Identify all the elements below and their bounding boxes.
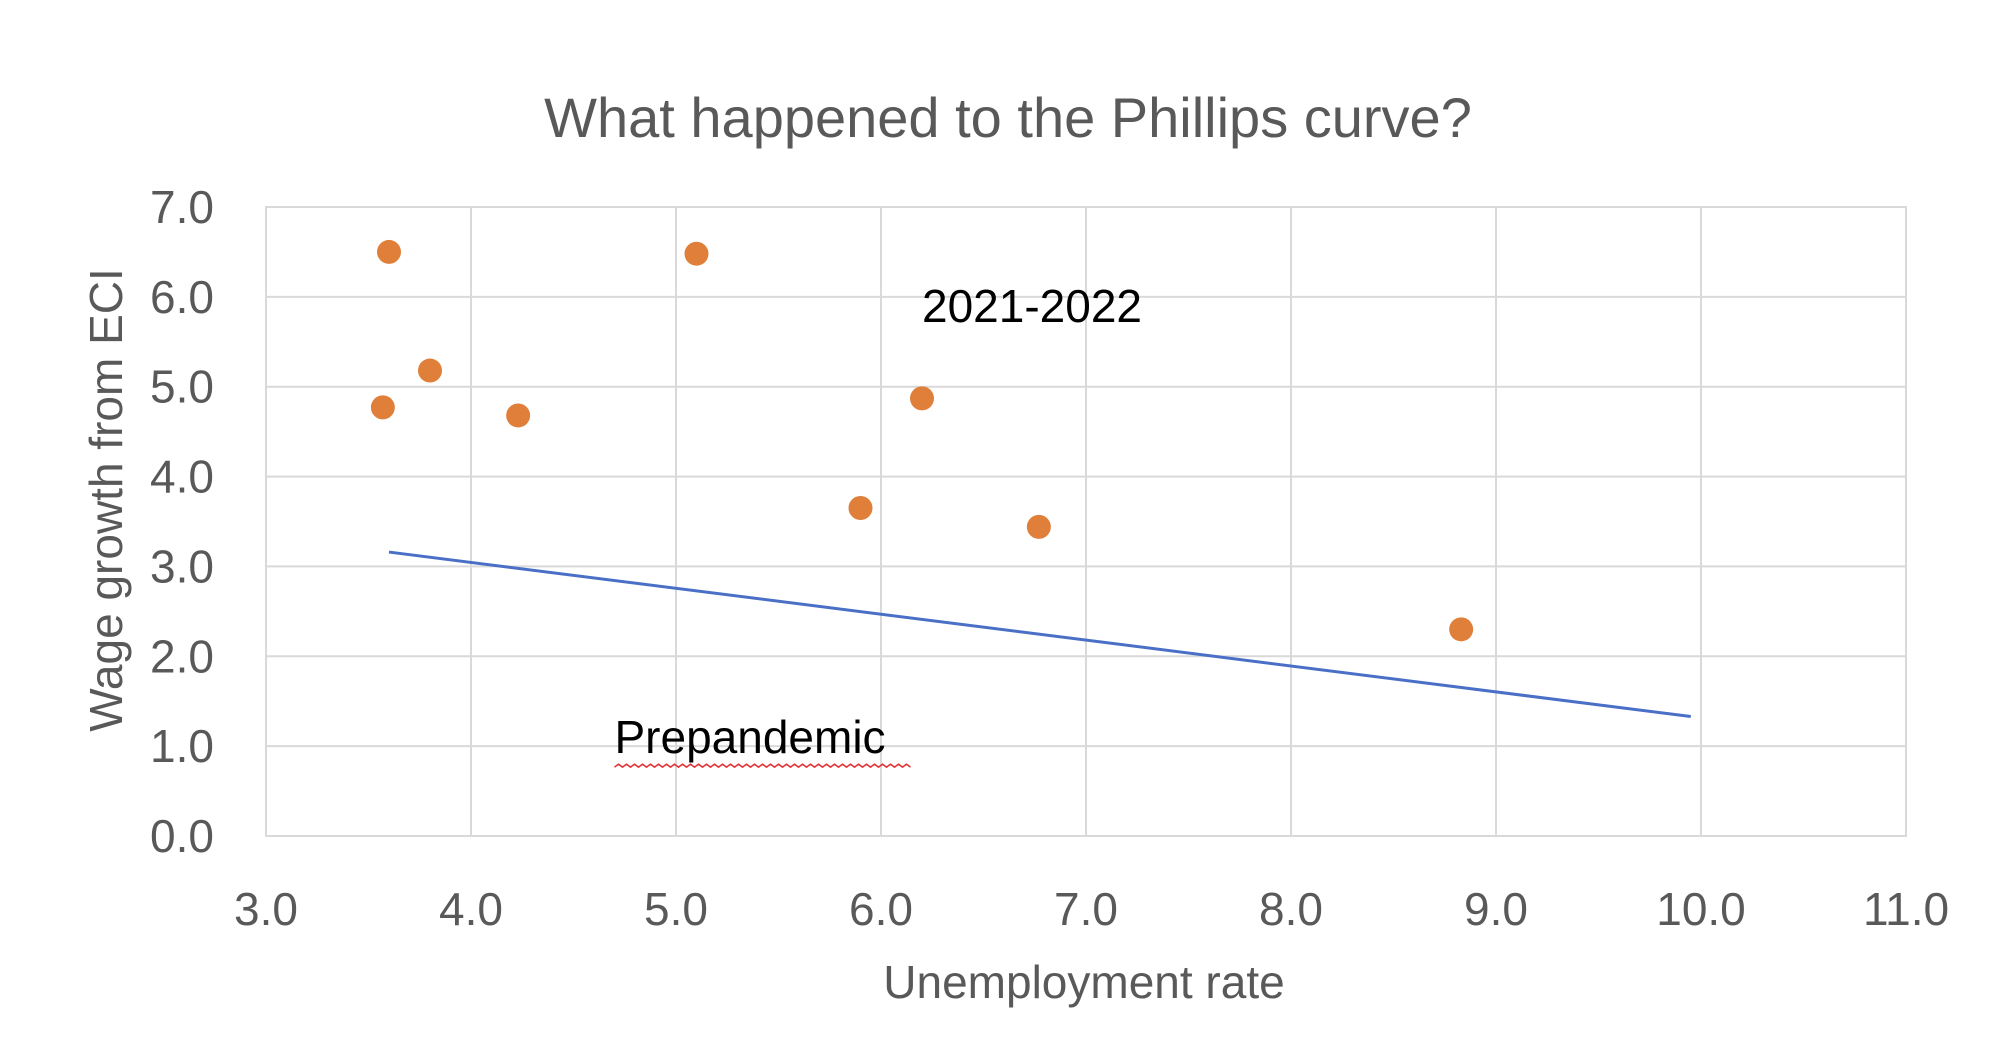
y-tick-label: 1.0: [150, 720, 214, 772]
x-tick-label: 6.0: [849, 883, 913, 935]
annotations: 2021-2022 Prepandemic: [614, 280, 1142, 769]
annotation-label: 2021-2022: [922, 280, 1142, 332]
y-tick-label: 7.0: [150, 181, 214, 233]
data-point: [910, 386, 934, 411]
data-point: [506, 403, 531, 428]
y-tick-label: 0.0: [150, 810, 214, 862]
x-tick-label: 4.0: [439, 883, 503, 935]
data-series: [370, 239, 1691, 718]
chart-title: What happened to the Phillips curve?: [544, 86, 1472, 149]
y-axis-tick-labels: 0.0 1.0 2.0 3.0 4.0 5.0 6.0 7.0: [150, 181, 214, 862]
y-tick-label: 6.0: [150, 271, 214, 323]
x-tick-label: 5.0: [644, 883, 708, 935]
plot-area-border: [265, 206, 1907, 837]
x-tick-label: 7.0: [1054, 883, 1118, 935]
x-tick-label: 10.0: [1656, 883, 1746, 935]
spellcheck-underline: [614, 763, 911, 769]
x-tick-label: 9.0: [1464, 883, 1528, 935]
x-tick-label: 8.0: [1259, 883, 1323, 935]
x-axis-title: Unemployment rate: [883, 956, 1284, 1008]
data-point: [418, 358, 442, 383]
y-tick-label: 3.0: [150, 540, 214, 592]
data-point: [377, 239, 401, 264]
data-point: [1026, 514, 1051, 539]
trend-line: [388, 550, 1691, 718]
data-point: [1449, 617, 1474, 642]
annotation-label: Prepandemic: [615, 711, 886, 763]
y-axis-title: Wage growth from ECI: [80, 268, 132, 732]
x-tick-label: 3.0: [234, 883, 298, 935]
data-point: [370, 395, 395, 420]
data-point: [848, 496, 873, 521]
y-tick-label: 4.0: [150, 451, 214, 503]
data-point: [684, 241, 709, 266]
x-tick-label: 11.0: [1863, 883, 1949, 935]
y-tick-label: 5.0: [150, 361, 214, 413]
x-axis-tick-labels: 3.0 4.0 5.0 6.0 7.0 8.0 9.0 10.0 11.0: [234, 883, 1949, 935]
y-tick-label: 2.0: [150, 630, 214, 682]
